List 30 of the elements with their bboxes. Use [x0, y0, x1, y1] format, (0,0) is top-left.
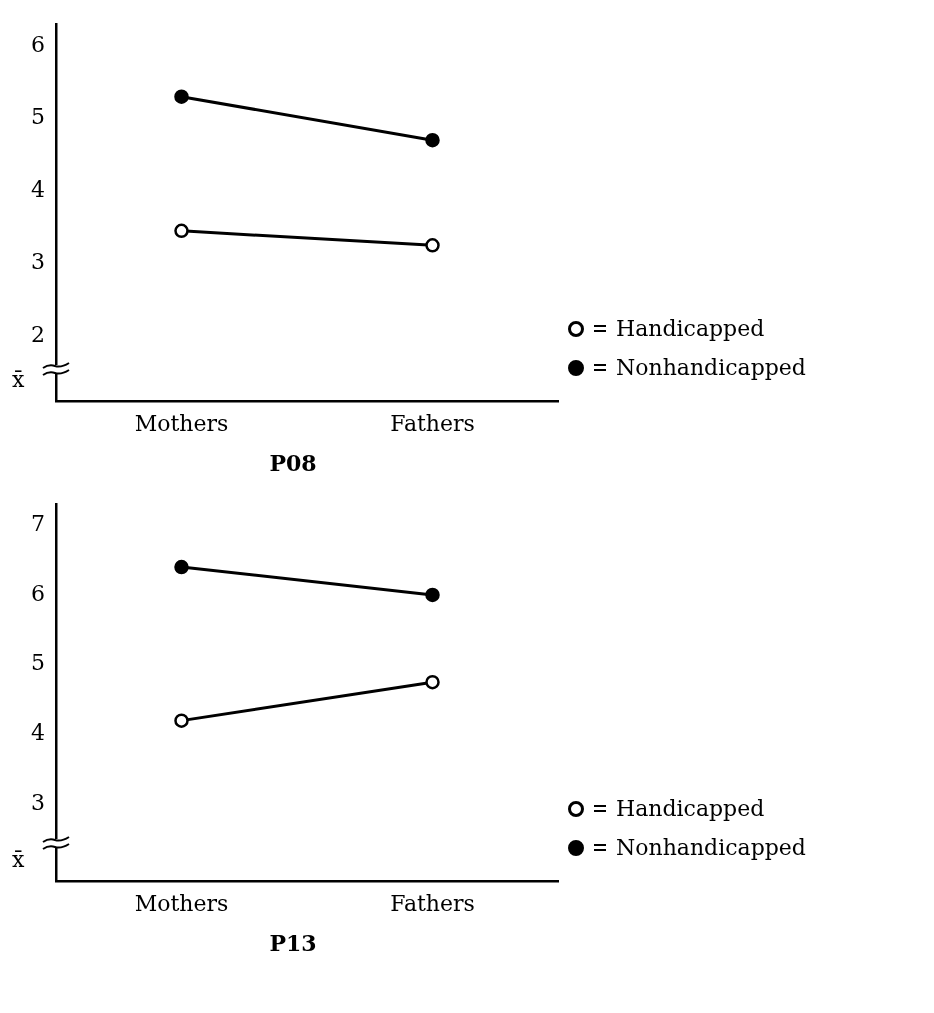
legend-label: Nonhandicapped [616, 355, 806, 380]
point [425, 238, 440, 253]
text: P13 [269, 929, 317, 956]
point [174, 713, 189, 728]
y-axis-title: x̄ [12, 367, 25, 393]
x-tick-label: Mothers [134, 891, 229, 917]
y-tick-label: 3 [31, 249, 45, 275]
text: P08 [269, 449, 317, 476]
point [425, 674, 440, 690]
y-tick-label: 3 [31, 790, 45, 816]
x-tick-label: Mothers [134, 411, 229, 437]
legend-label: Nonhandicapped [616, 835, 806, 860]
point [174, 89, 189, 104]
point [174, 223, 189, 239]
y-tick-label: 4 [31, 720, 45, 746]
y-tick-label: 6 [31, 31, 45, 57]
y-tick-label: 5 [31, 650, 45, 676]
y-tick-label: 6 [31, 580, 45, 606]
point [174, 559, 189, 575]
legend-label: Handicapped [616, 796, 765, 821]
y-tick-label: 2 [31, 321, 45, 347]
point [425, 587, 440, 603]
legend-label: Handicapped [616, 316, 765, 341]
y-tick-label: 5 [31, 104, 45, 130]
point [425, 132, 440, 148]
y-tick-label: 7 [31, 510, 45, 536]
x-tick-label: Fathers [390, 411, 475, 437]
y-tick-label: 4 [31, 176, 45, 202]
x-tick-label: Fathers [390, 891, 475, 917]
y-axis-title: x̄ [12, 847, 25, 873]
